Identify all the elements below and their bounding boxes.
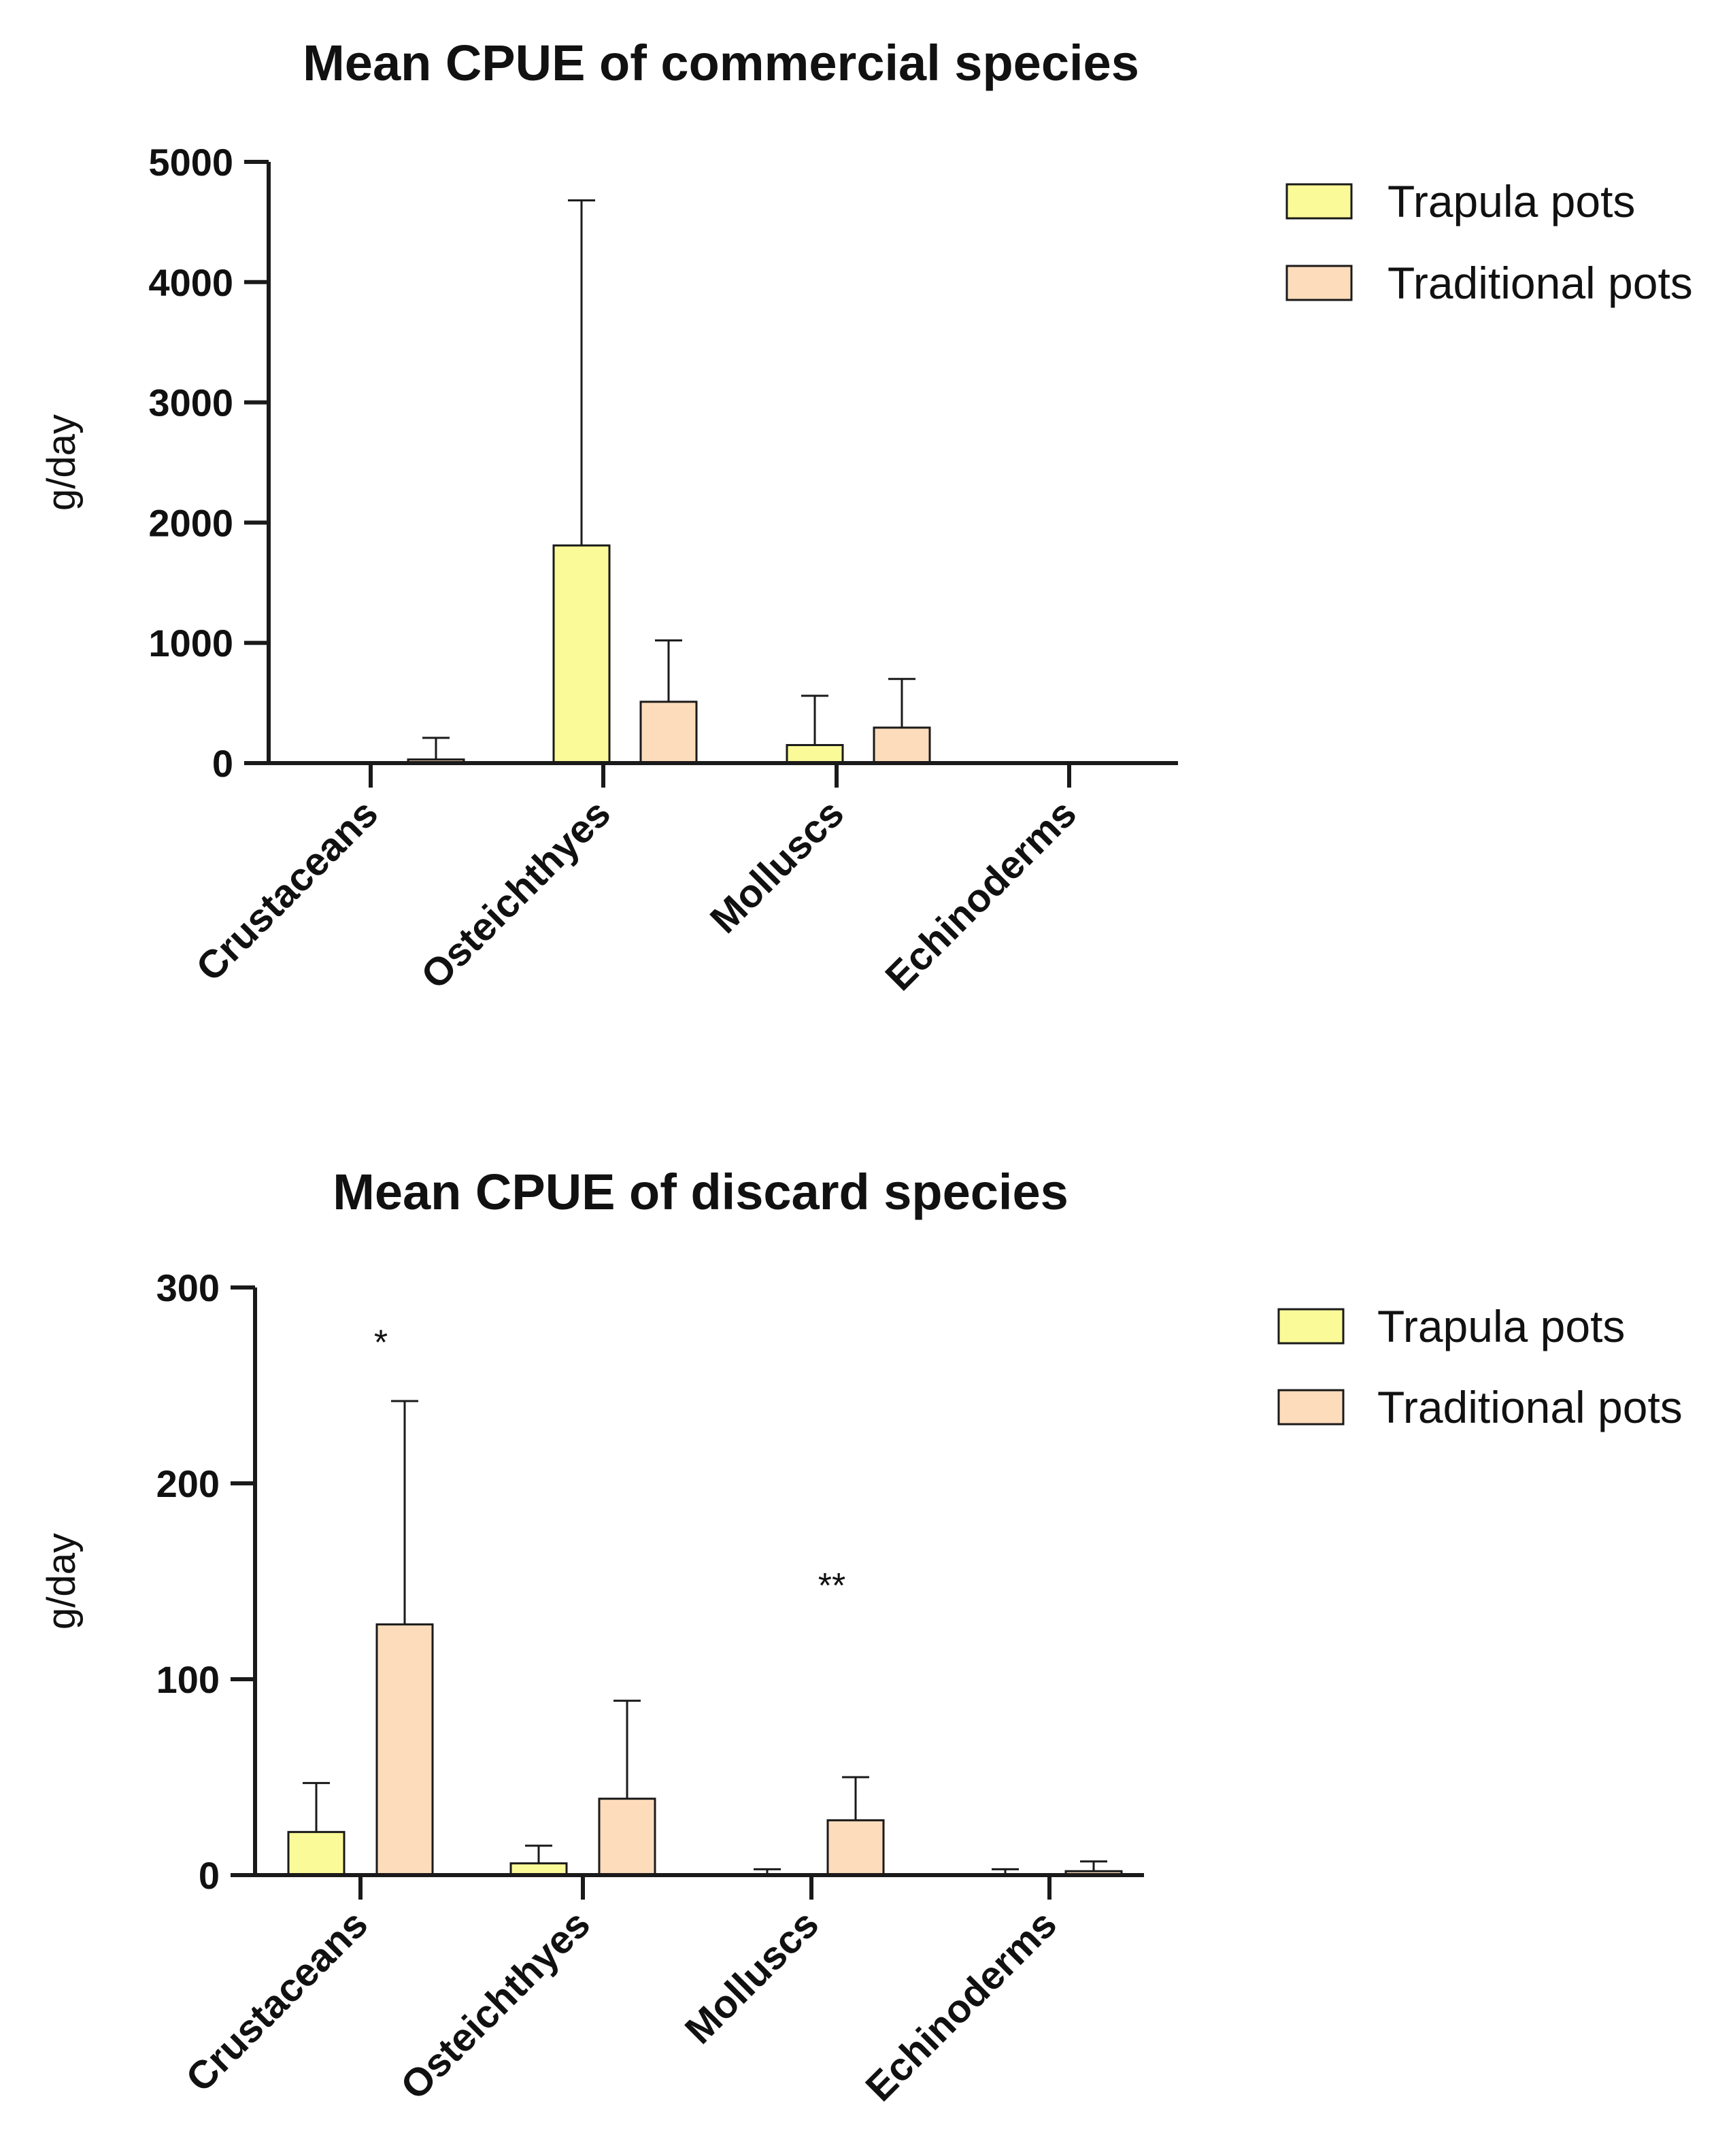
legend-label-traditional: Traditional pots: [1387, 258, 1693, 308]
legend-swatch-trapula: [1277, 1308, 1345, 1345]
bar-trapula-0: [287, 1831, 346, 1876]
y-tick-label: 0: [212, 742, 233, 785]
significance-marker: *: [374, 1324, 388, 1363]
y-tick-label: 100: [156, 1658, 220, 1701]
bar-trapula-1: [552, 544, 611, 764]
legend-swatch-traditional: [1277, 1389, 1345, 1426]
legend-label-trapula: Trapula pots: [1387, 176, 1635, 226]
y-tick-label: 4000: [148, 261, 233, 304]
y-tick-label: 3000: [148, 382, 233, 424]
y-axis-label: g/day: [39, 1533, 84, 1630]
bar-traditional-0: [375, 1623, 434, 1876]
bar-traditional-1: [598, 1798, 656, 1876]
y-tick-label: 5000: [148, 141, 233, 184]
discard-species-chart: Mean CPUE of discard species g/day 0 100 200…: [39, 1164, 1683, 2110]
chart-title: Mean CPUE of discard species: [333, 1164, 1069, 1220]
x-category-label: Osteichthyes: [413, 791, 620, 998]
y-tick-label: 0: [199, 1854, 220, 1897]
x-category-label: Osteichthyes: [392, 1902, 599, 2108]
legend-swatch-trapula: [1285, 183, 1353, 220]
x-category-label: Echinoderms: [857, 1902, 1065, 2110]
y-tick-label: 200: [156, 1462, 220, 1505]
y-tick-label: 2000: [148, 501, 233, 544]
y-axis-label: g/day: [39, 414, 84, 511]
bar-traditional-2: [873, 726, 931, 764]
legend-label-traditional: Traditional pots: [1377, 1382, 1683, 1432]
y-tick-label: 1000: [148, 622, 233, 664]
x-category-label: Echinoderms: [877, 791, 1085, 999]
bar-trapula-2: [786, 743, 844, 764]
x-category-label: Molluscs: [702, 791, 852, 941]
bar-traditional-2: [826, 1819, 885, 1876]
x-category-label: Crustaceans: [188, 791, 386, 990]
y-tick-label: 300: [156, 1266, 220, 1309]
bar-traditional-1: [639, 701, 698, 764]
legend-swatch-traditional: [1285, 265, 1353, 301]
chart-title: Mean CPUE of commercial species: [303, 35, 1139, 91]
x-category-label: Crustaceans: [178, 1902, 376, 2100]
commercial-species-chart: Mean CPUE of commercial species g/day 0 100…: [39, 35, 1693, 999]
legend-label-trapula: Trapula pots: [1377, 1301, 1625, 1351]
significance-marker: **: [818, 1566, 845, 1606]
x-category-label: Molluscs: [677, 1902, 827, 2052]
